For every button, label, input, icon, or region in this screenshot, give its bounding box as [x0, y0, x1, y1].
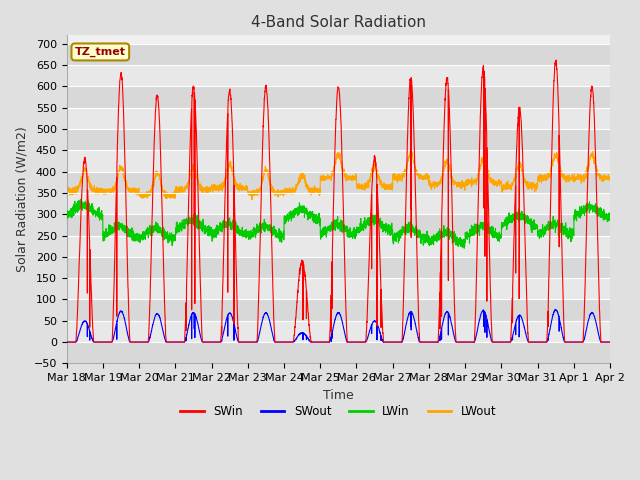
SWin	[392, 339, 399, 345]
SWin	[555, 107, 563, 112]
Line: SWin: SWin	[67, 60, 610, 342]
Text: TZ_tmet: TZ_tmet	[75, 47, 126, 57]
SWout	[606, 339, 614, 345]
LWout	[179, 187, 187, 192]
SWout	[555, 312, 563, 318]
LWin	[392, 235, 399, 241]
LWout	[406, 148, 414, 154]
Line: LWout: LWout	[67, 151, 610, 200]
LWin	[214, 230, 222, 236]
X-axis label: Time: Time	[323, 389, 354, 402]
Legend: SWin, SWout, LWin, LWout: SWin, SWout, LWin, LWout	[176, 401, 501, 423]
SWin	[552, 57, 560, 63]
Line: SWout: SWout	[67, 310, 610, 342]
SWout	[63, 339, 70, 345]
LWin	[606, 216, 614, 222]
LWout	[214, 186, 222, 192]
LWout	[401, 168, 409, 174]
Line: LWin: LWin	[67, 199, 610, 248]
SWout	[552, 307, 560, 312]
SWin	[606, 339, 614, 345]
LWin	[179, 223, 187, 228]
LWin	[606, 217, 614, 223]
Y-axis label: Solar Radiation (W/m2): Solar Radiation (W/m2)	[15, 127, 28, 272]
LWout	[392, 174, 399, 180]
LWin	[460, 245, 468, 251]
Bar	[67, 108, 610, 129]
Title: 4-Band Solar Radiation: 4-Band Solar Radiation	[251, 15, 426, 30]
LWout	[555, 160, 563, 166]
SWout	[606, 339, 614, 345]
LWout	[63, 188, 70, 194]
Bar	[67, 236, 610, 257]
Bar	[67, 150, 610, 172]
Bar	[67, 300, 610, 321]
Bar	[67, 342, 610, 363]
LWout	[606, 177, 614, 183]
SWin	[214, 339, 222, 345]
Bar	[67, 321, 610, 342]
LWin	[401, 229, 409, 235]
Bar	[67, 214, 610, 236]
Bar	[67, 278, 610, 300]
LWin	[555, 224, 563, 230]
SWout	[179, 339, 187, 345]
Bar	[67, 129, 610, 150]
LWin	[63, 214, 70, 220]
SWin	[606, 339, 614, 345]
SWin	[63, 339, 70, 345]
LWin	[77, 196, 84, 202]
SWout	[401, 329, 408, 335]
Bar	[67, 86, 610, 108]
SWout	[214, 339, 222, 345]
SWout	[392, 339, 399, 345]
Bar	[67, 65, 610, 86]
SWin	[401, 250, 408, 256]
Bar	[67, 193, 610, 214]
SWin	[179, 339, 187, 345]
LWout	[606, 175, 614, 180]
LWout	[248, 197, 256, 203]
Bar	[67, 44, 610, 65]
Bar	[67, 172, 610, 193]
Bar	[67, 257, 610, 278]
